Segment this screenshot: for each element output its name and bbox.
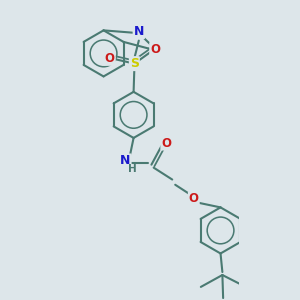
Text: S: S (130, 57, 139, 70)
Text: O: O (161, 136, 171, 150)
Text: O: O (105, 52, 115, 65)
Text: H: H (128, 164, 136, 174)
Text: O: O (189, 192, 199, 206)
Text: N: N (134, 25, 144, 38)
Text: N: N (120, 154, 130, 167)
Text: O: O (150, 43, 160, 56)
